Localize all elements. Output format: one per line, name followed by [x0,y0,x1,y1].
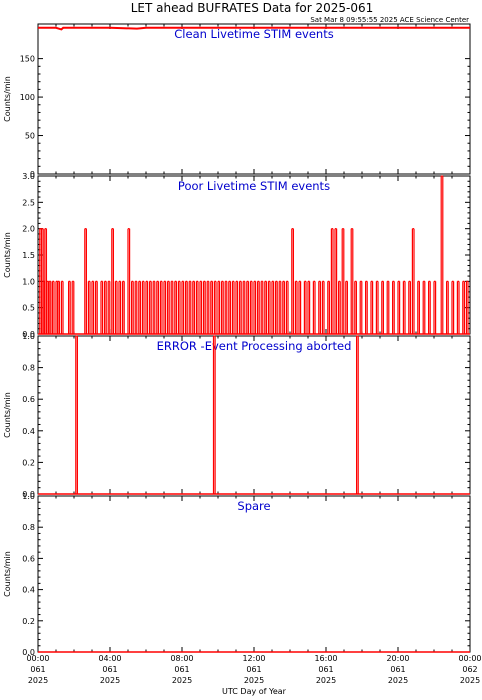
x-tick-label-doy: 061 [30,665,45,674]
y-tick-label: 0.0 [22,648,35,657]
x-tick-label-year: 2025 [316,676,336,685]
x-tick-label-doy: 061 [174,665,189,674]
y-axis-label: Counts/min [3,232,12,278]
y-tick-label: 0 [30,170,35,179]
y-tick-label: 0.2 [22,458,35,467]
panel-frame [37,23,471,175]
y-tick-label: 0.0 [22,490,35,499]
x-tick-label-time: 08:00 [170,654,193,663]
y-tick-label: 0.6 [22,554,35,563]
x-tick-label-time: 20:00 [386,654,409,663]
y-tick-label: 100 [20,93,35,102]
y-axis-label: Counts/min [3,551,12,597]
x-tick-label-doy: 061 [318,665,333,674]
x-tick-label-time: 00:00 [26,654,49,663]
x-tick-label-doy: 061 [390,665,405,674]
y-tick-label: 0.2 [22,617,35,626]
x-tick-label-time: 16:00 [314,654,337,663]
x-tick-label-year: 2025 [28,676,48,685]
x-tick-label-doy: 061 [246,665,261,674]
panels: 0 50 100 150 Counts/min Clean Livetime STIM e… [3,23,471,657]
x-tick-label-doy: 062 [462,665,477,674]
y-axis-label: Counts/min [3,392,12,438]
y-tick-label: 1.0 [22,492,35,501]
panel-frame [37,495,471,653]
y-tick-label: 1.0 [22,277,35,286]
panel-title: Clean Livetime STIM events [174,27,333,41]
x-tick-label-time: 12:00 [242,654,265,663]
y-tick-label: 0.8 [22,523,35,532]
y-tick-label: 0.0 [22,330,35,339]
chart-title: LET ahead BUFRATES Data for 2025-061 [131,1,373,15]
panel-2: 0.0 0.5 1.0 1.5 2.0 2.5 3.0 Counts/min Poor Live… [3,172,471,339]
y-tick-label: 0.4 [22,586,35,595]
y-tick-label: 0.8 [22,364,35,373]
x-tick-label-year: 2025 [172,676,192,685]
y-tick-label: 1.0 [22,332,35,341]
y-tick-label: 2.5 [22,198,35,207]
x-tick-label-time: 00:00 [458,654,481,663]
x-axis-label: UTC Day of Year [222,687,287,696]
x-tick-label-year: 2025 [460,676,480,685]
y-tick-label: 0.6 [22,395,35,404]
panel-1: 0 50 100 150 Counts/min Clean Livetime STIM e… [3,23,471,179]
y-tick-label: 50 [25,132,35,141]
x-tick-label-time: 04:00 [98,654,121,663]
panel-4: 0.0 0.2 0.4 0.6 0.8 1.0 Counts/min Spare [3,492,471,657]
chart-subtitle: Sat Mar 8 09:55:55 2025 ACE Science Cent… [310,16,469,24]
panel-title: ERROR -Event Processing aborted [157,339,352,353]
panel-3: 0.0 0.2 0.4 0.6 0.8 1.0 Counts/min ERROR -Event… [3,332,471,499]
y-tick-label: 2.0 [22,225,35,234]
x-tick-label-year: 2025 [388,676,408,685]
x-tick-label-year: 2025 [100,676,120,685]
panel-title: Poor Livetime STIM events [178,179,330,193]
x-tick-label-doy: 061 [102,665,117,674]
x-axis-ticks: 00:00 061 2025 04:00 061 2025 08:00 061 2025 12:0… [26,654,481,685]
x-tick-label-year: 2025 [244,676,264,685]
y-tick-label: 150 [20,55,35,64]
y-tick-label: 3.0 [22,172,35,181]
y-axis-label: Counts/min [3,76,12,122]
y-tick-label: 0.5 [22,304,35,313]
y-tick-label: 1.5 [22,251,35,260]
series-line [38,26,470,31]
panel-frame [37,335,471,495]
y-tick-label: 0.4 [22,427,35,436]
panel-title: Spare [237,499,270,513]
